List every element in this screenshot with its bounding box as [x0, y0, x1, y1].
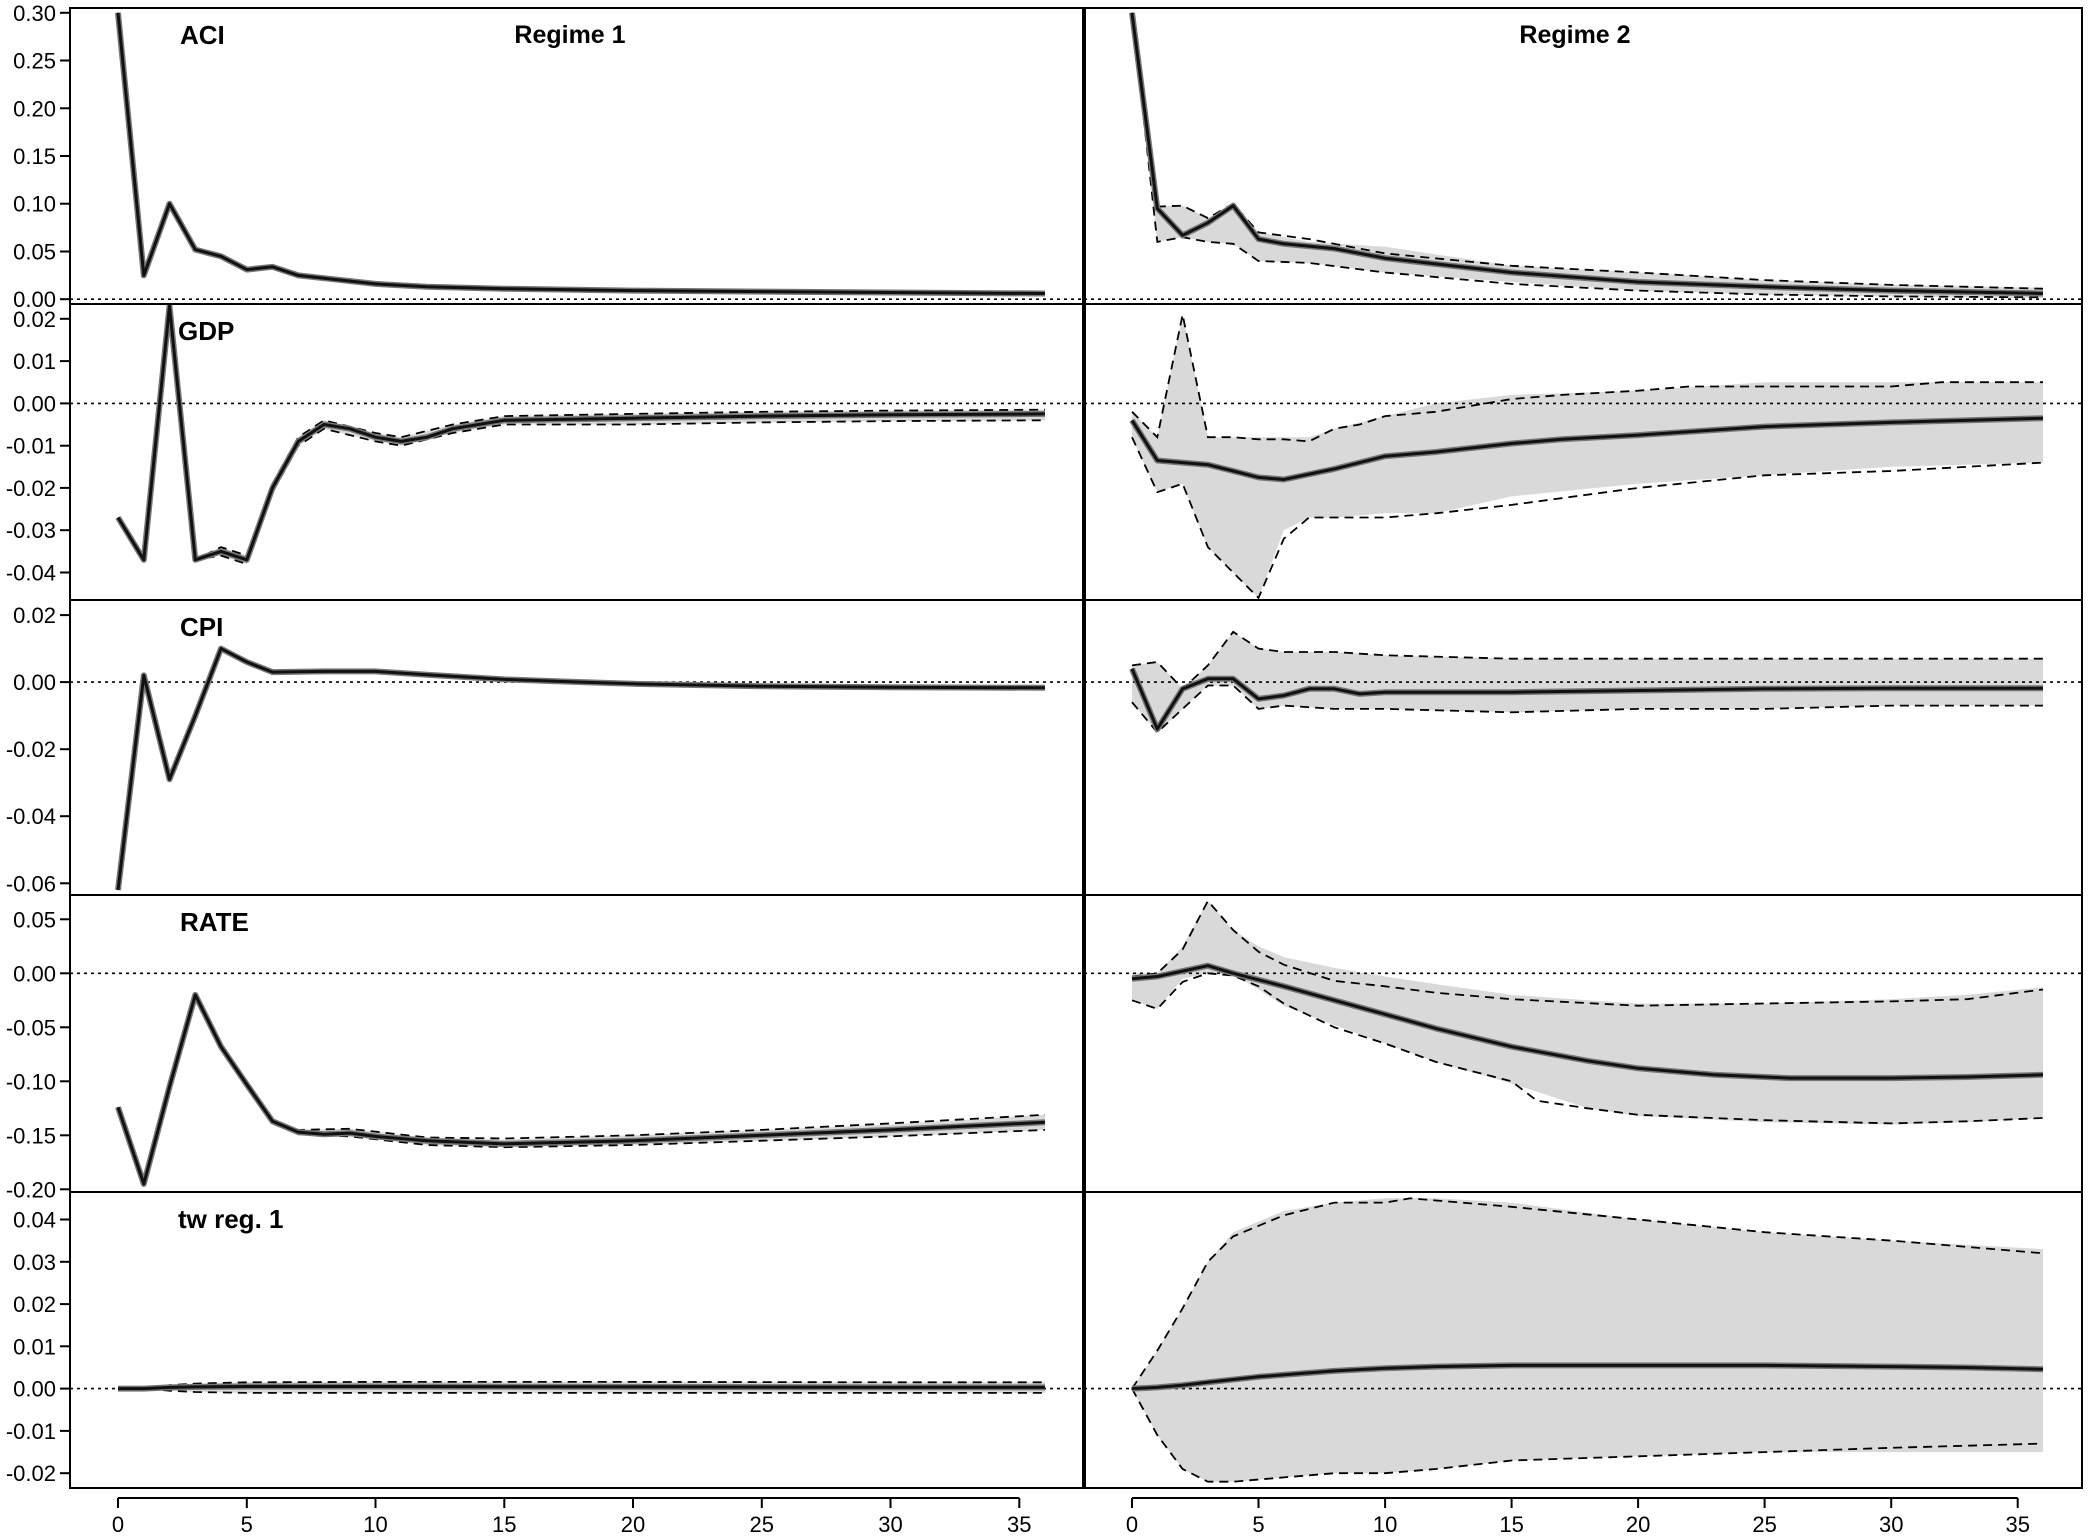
- x-tick-label-regime2-6: 30: [1879, 1512, 1903, 1537]
- x-tick-label-regime2-3: 15: [1499, 1512, 1523, 1537]
- median-line-aci-regime2: [1130, 12, 2044, 295]
- median-halo-aci-regime1: [115, 12, 1046, 297]
- row-label-cpi: CPI: [180, 612, 223, 642]
- axes-layer: [60, 11, 2019, 1508]
- confidence-band-aci-regime1: [118, 12, 1045, 294]
- median-line-tw-reg-1-regime2: [1131, 1363, 2044, 1391]
- x-tick-label-regime1-5: 25: [750, 1512, 774, 1537]
- column-title-regime2: Regime 2: [1519, 21, 1630, 49]
- x-tick-label-regime2-5: 25: [1752, 1512, 1776, 1537]
- lower-bound-gdp-regime1: [117, 306, 1046, 566]
- x-tick-label-regime2-1: 5: [1252, 1512, 1264, 1537]
- y-tick-label-gdp-1: -0.03: [6, 518, 56, 543]
- lower-bound-cpi-regime2: [1131, 684, 2043, 734]
- median-line-rate-regime1: [116, 993, 1046, 1186]
- y-tick-label-cpi-0: -0.06: [6, 871, 56, 896]
- x-tick-label-regime1-1: 5: [241, 1512, 253, 1537]
- y-tick-label-rate-2: -0.10: [6, 1069, 56, 1094]
- y-tick-label-gdp-2: -0.02: [6, 476, 56, 501]
- y-tick-label-cpi-2: -0.02: [6, 737, 56, 762]
- x-tick-label-regime1-4: 20: [621, 1512, 645, 1537]
- row-label-gdp: GDP: [178, 316, 234, 346]
- confidence-band-rate-regime2: [1132, 900, 2043, 1125]
- column-title-regime1: Regime 1: [514, 21, 625, 49]
- row-label-aci: ACI: [180, 20, 225, 50]
- y-tick-label-aci-3: 0.15: [13, 144, 56, 169]
- y-tick-label-rate-3: -0.05: [6, 1015, 56, 1040]
- x-tick-label-regime2-4: 20: [1626, 1512, 1650, 1537]
- confidence-band-gdp-regime2: [1132, 314, 2043, 598]
- x-tick-label-regime1-0: 0: [112, 1512, 124, 1537]
- x-tick-label-regime1-3: 15: [492, 1512, 516, 1537]
- confidence-bands-layer: [118, 12, 2043, 1482]
- y-tick-label-rate-5: 0.05: [13, 907, 56, 932]
- y-tick-label-tw-reg-1-3: 0.01: [13, 1334, 56, 1359]
- y-tick-label-tw-reg-1-2: 0.00: [13, 1377, 56, 1402]
- median-line-gdp-regime1: [116, 304, 1046, 562]
- x-tick-label-regime1-6: 30: [878, 1512, 902, 1537]
- y-tick-label-rate-0: -0.20: [6, 1177, 56, 1202]
- lower-bound-aci-regime1: [117, 12, 1046, 296]
- median-lines-layer: [115, 12, 2044, 1392]
- upper-bound-aci-regime1: [117, 12, 1046, 294]
- y-tick-label-tw-reg-1-6: 0.04: [13, 1208, 56, 1233]
- confidence-band-tw-reg-1-regime2: [1132, 1198, 2043, 1482]
- upper-bound-aci-regime2: [1131, 12, 2044, 290]
- y-tick-label-aci-5: 0.25: [13, 49, 56, 74]
- y-tick-label-aci-2: 0.10: [13, 192, 56, 217]
- y-tick-label-cpi-4: 0.02: [13, 603, 56, 628]
- lower-bound-gdp-regime2: [1131, 436, 2044, 600]
- median-line-gdp-regime2: [1130, 416, 2044, 481]
- confidence-band-aci-regime2: [1132, 12, 2043, 299]
- y-tick-label-cpi-1: -0.04: [6, 804, 56, 829]
- median-line-aci-regime1: [116, 12, 1046, 295]
- panel-frames-layer: [69, 7, 2083, 1489]
- y-tick-label-gdp-6: 0.02: [13, 307, 56, 332]
- x-tick-label-regime2-2: 10: [1373, 1512, 1397, 1537]
- confidence-band-rate-regime1: [118, 994, 1045, 1184]
- median-halo-rate-regime1: [115, 991, 1046, 1187]
- panel-frame-cpi-regime1: [69, 599, 1085, 896]
- y-tick-label-aci-6: 0.30: [13, 1, 56, 26]
- median-line-tw-reg-1-regime1: [118, 1385, 1045, 1391]
- median-line-rate-regime2: [1131, 964, 2044, 1080]
- upper-bound-rate-regime2: [1131, 899, 2044, 1007]
- median-halo-gdp-regime1: [115, 303, 1046, 563]
- y-tick-label-tw-reg-1-0: -0.02: [6, 1461, 56, 1486]
- y-tick-label-tw-reg-1-5: 0.03: [13, 1250, 56, 1275]
- y-tick-label-aci-1: 0.05: [13, 240, 56, 265]
- labels-layer: 0.00 0.05 0.10 0.15 0.20 0.25 0.30 ACI -0.04 -0.0…: [6, 1, 2030, 1537]
- upper-bound-rate-regime1: [117, 992, 1046, 1188]
- y-tick-label-cpi-3: 0.00: [13, 670, 56, 695]
- y-tick-label-gdp-4: 0.00: [13, 391, 56, 416]
- row-label-rate: RATE: [180, 907, 249, 937]
- y-tick-label-rate-1: -0.15: [6, 1123, 56, 1148]
- median-halo-cpi-regime1: [115, 645, 1046, 891]
- panel-frame-tw-reg-1-regime1: [69, 1191, 1085, 1489]
- x-tick-label-regime2-0: 0: [1126, 1512, 1138, 1537]
- x-tick-label-regime2-7: 35: [2005, 1512, 2029, 1537]
- x-tick-label-regime1-7: 35: [1007, 1512, 1031, 1537]
- panel-frame-aci-regime2: [1083, 7, 2083, 305]
- y-tick-label-rate-4: 0.00: [13, 961, 56, 986]
- row-label-tw-reg-1: tw reg. 1: [178, 1204, 283, 1234]
- y-tick-label-gdp-3: -0.01: [6, 434, 56, 459]
- y-tick-label-aci-0: 0.00: [13, 287, 56, 312]
- median-line-cpi-regime1: [116, 647, 1046, 891]
- upper-bound-tw-reg-1-regime2: [1131, 1197, 2044, 1390]
- lower-bound-rate-regime2: [1131, 972, 2044, 1125]
- y-tick-label-gdp-0: -0.04: [6, 561, 56, 586]
- y-tick-label-tw-reg-1-4: 0.02: [13, 1292, 56, 1317]
- y-tick-label-tw-reg-1-1: -0.01: [6, 1419, 56, 1444]
- upper-bound-gdp-regime1: [117, 306, 1046, 563]
- lower-bound-rate-regime1: [117, 992, 1046, 1188]
- x-tick-label-regime1-2: 10: [363, 1512, 387, 1537]
- y-tick-label-aci-4: 0.20: [13, 96, 56, 121]
- y-tick-label-gdp-5: 0.01: [13, 349, 56, 374]
- median-line-cpi-regime2: [1130, 668, 2043, 731]
- upper-bound-gdp-regime2: [1131, 314, 2043, 443]
- lower-bound-tw-reg-1-regime2: [1131, 1388, 2044, 1483]
